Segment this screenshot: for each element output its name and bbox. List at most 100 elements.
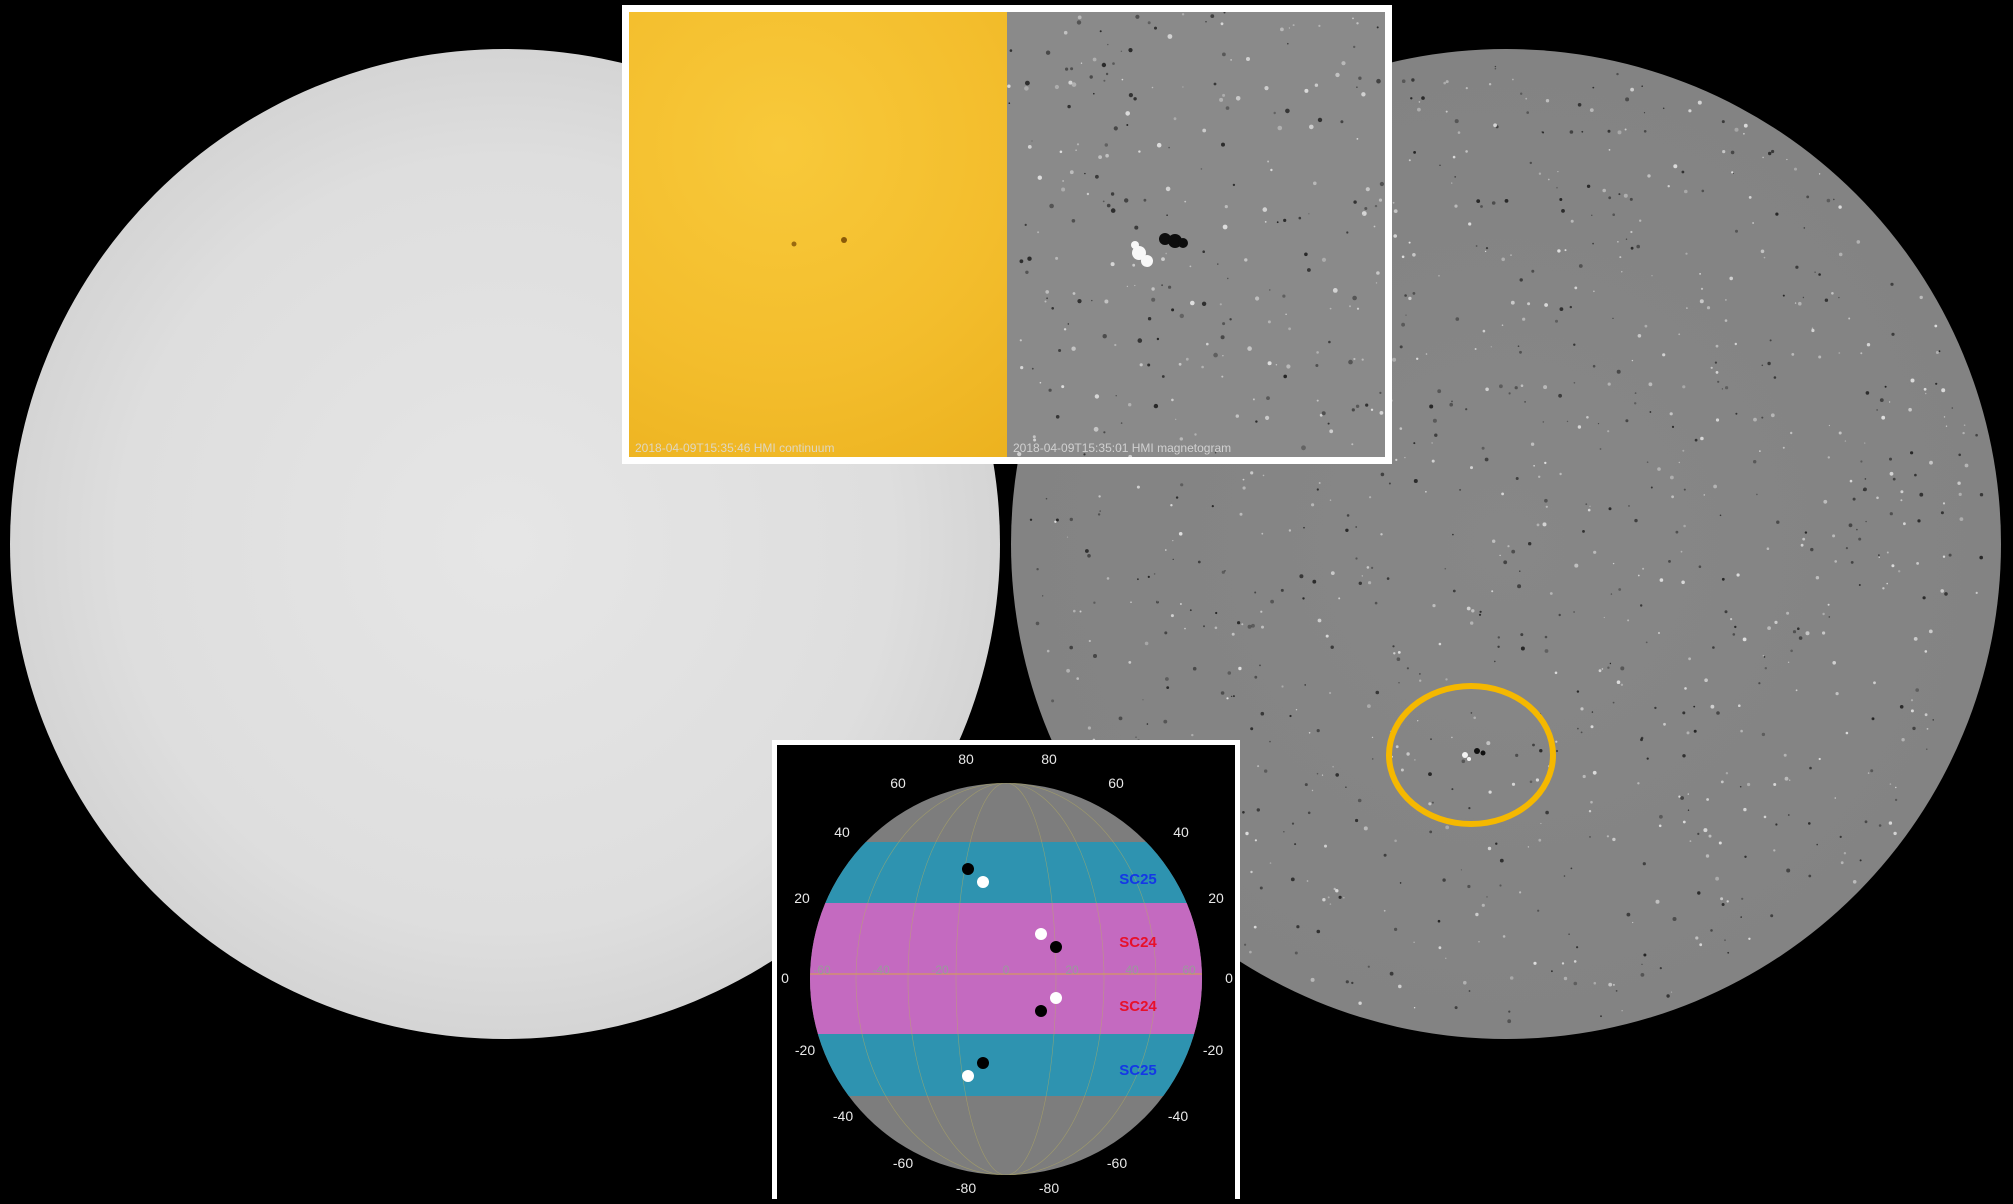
magnetic-element	[1194, 433, 1197, 436]
latitude-band-map-svg: 80 80 60 40 20 60 40 20 0 0 -20 -40 -60 …	[781, 751, 1233, 1196]
magnetic-element	[1773, 376, 1777, 379]
magnetic-element	[1808, 874, 1812, 878]
magnetic-element	[1069, 170, 1074, 175]
magnetic-element	[1501, 324, 1504, 327]
magnetic-element	[1657, 631, 1661, 635]
magnetic-element	[1029, 518, 1033, 521]
magnetic-element	[1503, 560, 1508, 565]
magnetic-element	[1642, 567, 1645, 570]
magnetic-element	[1649, 411, 1652, 413]
magnetic-element	[1101, 62, 1107, 68]
magnetic-element	[1700, 287, 1704, 290]
band-label-sc24-south: SC24	[1119, 998, 1157, 1015]
magnetic-element	[1589, 505, 1591, 507]
magnetic-element	[1879, 398, 1884, 402]
magnetic-element	[1497, 645, 1500, 648]
magnetic-element	[1358, 581, 1362, 585]
magnetic-element	[1678, 333, 1681, 336]
magnetic-element	[1557, 171, 1559, 173]
magnetic-element	[1367, 965, 1370, 968]
magnetic-element	[1561, 209, 1565, 213]
magnetic-element	[1625, 97, 1630, 102]
magnetic-element	[1556, 186, 1558, 189]
magnetic-element	[1066, 668, 1070, 673]
magnetic-element	[1806, 195, 1810, 199]
magnetic-element	[1025, 270, 1029, 274]
lat-label: -40	[833, 1108, 853, 1124]
magnetic-element	[1809, 766, 1812, 770]
magnetic-element	[1734, 625, 1737, 629]
magnetic-element	[1634, 518, 1638, 523]
magnetic-element	[1773, 783, 1777, 786]
magnetic-element	[1720, 780, 1724, 784]
magnetic-element	[1805, 631, 1810, 636]
magnetic-element	[1895, 786, 1897, 789]
lat-label: -20	[795, 1042, 815, 1058]
magnetic-element	[1944, 592, 1948, 596]
magnetic-element	[1352, 17, 1354, 20]
magnetic-element	[1592, 364, 1596, 368]
magnetic-element	[1097, 513, 1101, 516]
magnetic-element	[1379, 411, 1384, 415]
magnetic-element	[1659, 578, 1664, 582]
magnetic-element	[1202, 128, 1207, 133]
magnetic-element	[1641, 85, 1643, 87]
band-label-sc25-south: SC25	[1119, 1062, 1157, 1079]
magnetic-element	[1544, 635, 1548, 639]
magnetic-element	[1533, 465, 1535, 467]
magnetic-element	[1490, 346, 1492, 348]
magnetic-element	[1063, 328, 1067, 331]
magnetic-element	[1588, 810, 1592, 813]
magnetic-element	[1251, 623, 1255, 628]
magnetic-element	[1951, 407, 1954, 409]
magnetic-element	[1061, 385, 1065, 389]
magnetic-element	[1703, 494, 1706, 496]
magnetic-element	[1573, 960, 1577, 963]
magnetic-element	[1958, 492, 1962, 496]
magnetic-element	[1432, 604, 1436, 608]
magnetic-element	[1104, 143, 1108, 147]
magnetic-element	[1554, 671, 1558, 675]
magnetic-element	[1544, 461, 1547, 465]
magnetic-element	[1167, 34, 1173, 39]
magnetic-element	[1210, 14, 1215, 18]
negative-polarity-marker	[977, 1057, 989, 1069]
magnetic-element	[1573, 382, 1576, 384]
magnetic-element	[1773, 849, 1776, 852]
magnetic-element	[1910, 699, 1914, 702]
magnetic-element	[1858, 584, 1861, 586]
magnetic-element	[1110, 192, 1115, 196]
magnetic-element	[1621, 271, 1623, 273]
magnetic-element	[1088, 639, 1091, 643]
magnetic-element	[1479, 610, 1482, 613]
magnetic-element	[1582, 530, 1585, 533]
magnetic-element	[1597, 423, 1600, 425]
magnetic-element	[1683, 488, 1686, 491]
magnetic-element	[1358, 1001, 1362, 1005]
magnetic-element	[1725, 772, 1729, 775]
active-region-highlight-ring	[1386, 683, 1556, 827]
magnetic-element	[1494, 660, 1496, 663]
magnetic-element	[1592, 242, 1594, 245]
magnetic-element	[1255, 420, 1258, 423]
magnetic-element	[1346, 231, 1349, 234]
magnetic-element	[1600, 1015, 1602, 1018]
magnetic-element	[1699, 299, 1704, 304]
magnetic-element	[1308, 732, 1311, 734]
lat-label: 40	[834, 824, 850, 840]
magnetic-element	[1787, 661, 1790, 663]
magnetic-element	[1178, 362, 1182, 366]
magnetic-element	[1294, 951, 1298, 955]
magnetic-element	[1361, 358, 1364, 361]
magnetic-element	[1891, 332, 1895, 336]
lat-label: 20	[1208, 890, 1224, 906]
magnetic-element	[1076, 677, 1079, 680]
magnetic-element	[1776, 520, 1780, 524]
magnetic-element	[1607, 382, 1611, 386]
magnetic-element	[1219, 303, 1222, 306]
magnetic-element	[1115, 395, 1117, 397]
magnetic-element	[1634, 402, 1637, 405]
magnetic-element	[1401, 255, 1405, 259]
magnetic-element	[1316, 488, 1319, 491]
magnetic-element	[1957, 481, 1961, 485]
